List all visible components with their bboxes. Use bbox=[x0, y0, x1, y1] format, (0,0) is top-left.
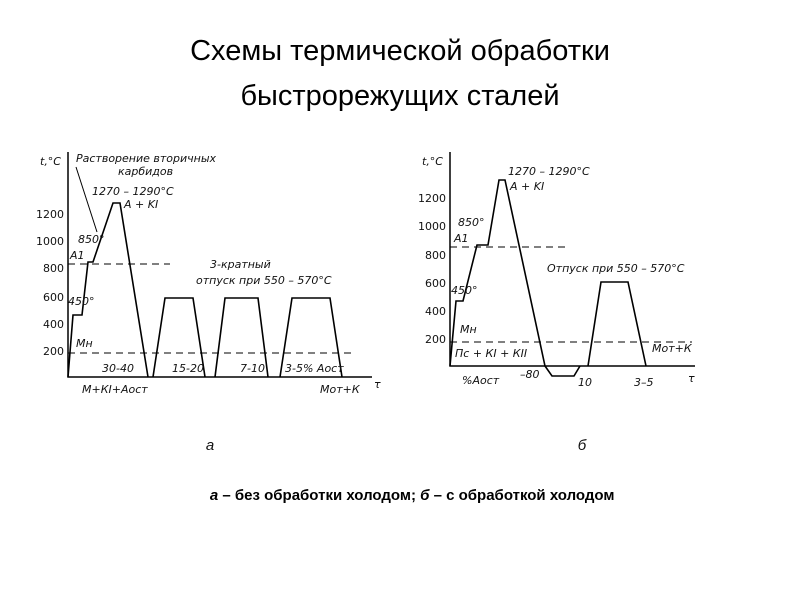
dashed-line bbox=[68, 263, 355, 354]
annotation: 10 bbox=[578, 376, 592, 389]
annotation: 7-10 bbox=[240, 362, 265, 375]
annotation: Пс + КI + КII bbox=[455, 347, 527, 360]
annotation: Mн bbox=[460, 323, 477, 336]
annotation: A1 bbox=[453, 232, 469, 245]
y-tick-label: 200 bbox=[425, 333, 446, 346]
caption-part: – без обработки холодом; bbox=[218, 487, 420, 504]
annotation: 1270 – 1290°C bbox=[508, 165, 590, 178]
annotation: 3-5% Aост bbox=[285, 362, 344, 375]
annotation: Mн bbox=[76, 337, 93, 350]
annotation: 15-20 bbox=[172, 362, 204, 375]
axes bbox=[449, 152, 695, 367]
annotation: %Aост bbox=[462, 374, 500, 387]
y-tick-label: 1200 bbox=[36, 208, 64, 221]
caption-part: – с обработкой холодом bbox=[429, 487, 614, 504]
y-tick-label: 1200 bbox=[418, 192, 446, 205]
annotation: карбидов bbox=[118, 165, 173, 178]
y-axis-label: t,°C bbox=[40, 155, 61, 168]
annotation: Растворение вторичных bbox=[76, 152, 217, 165]
y-tick-label: 1000 bbox=[36, 235, 64, 248]
title: быстрорежущих сталей bbox=[240, 80, 559, 112]
y-tick-label: 800 bbox=[43, 262, 64, 275]
curve bbox=[587, 281, 647, 367]
caption-part: б bbox=[420, 487, 430, 504]
x-axis-label: τ bbox=[688, 372, 695, 385]
diagram-a: t,°C τ 1200 1000 800 600 400 200 Раствор… bbox=[36, 152, 381, 454]
dashed-line bbox=[450, 246, 692, 343]
annotation: отпуск при 550 – 570°C bbox=[196, 274, 332, 287]
pointer bbox=[75, 166, 98, 233]
annotation: 3-кратный bbox=[210, 258, 271, 271]
annotation: A + KI bbox=[509, 180, 544, 193]
curve bbox=[152, 297, 343, 378]
annotation: Отпуск при 550 – 570°C bbox=[547, 262, 685, 275]
caption: а – без обработки холодом; б – с обработ… bbox=[189, 487, 627, 504]
annotation: 30-40 bbox=[102, 362, 134, 375]
y-tick-label: 600 bbox=[425, 277, 446, 290]
panel-label: б bbox=[578, 437, 587, 454]
annotation: 850° bbox=[458, 216, 485, 229]
y-tick-label: 400 bbox=[43, 318, 64, 331]
y-axis-label: t,°C bbox=[422, 155, 443, 168]
y-tick-label: 1000 bbox=[418, 220, 446, 233]
panel-label: а bbox=[206, 437, 214, 454]
annotation: 450° bbox=[68, 295, 95, 308]
y-tick-label: 200 bbox=[43, 345, 64, 358]
x-axis-label: τ bbox=[374, 378, 381, 391]
diagram-b: t,°C τ 1200 1000 800 600 400 200 1270 – … bbox=[418, 152, 695, 454]
y-tick-label: 600 bbox=[43, 291, 64, 304]
title: Схемы термической обработки bbox=[190, 35, 610, 67]
caption-part: а bbox=[210, 487, 218, 504]
curve bbox=[67, 202, 149, 378]
annotation: A1 bbox=[69, 249, 85, 262]
annotation: 450° bbox=[451, 284, 478, 297]
annotation: 850° bbox=[78, 233, 105, 246]
annotation: A + KI bbox=[123, 198, 158, 211]
annotation: 3–5 bbox=[634, 376, 654, 389]
annotation: –80 bbox=[520, 368, 540, 381]
curve bbox=[449, 179, 581, 377]
annotation: М+КI+Аост bbox=[82, 383, 148, 396]
annotation: Мот+К bbox=[652, 342, 693, 355]
y-tick-label: 800 bbox=[425, 249, 446, 262]
annotation: 1270 – 1290°C bbox=[92, 185, 174, 198]
annotation: Мот+К bbox=[320, 383, 361, 396]
y-tick-label: 400 bbox=[425, 305, 446, 318]
